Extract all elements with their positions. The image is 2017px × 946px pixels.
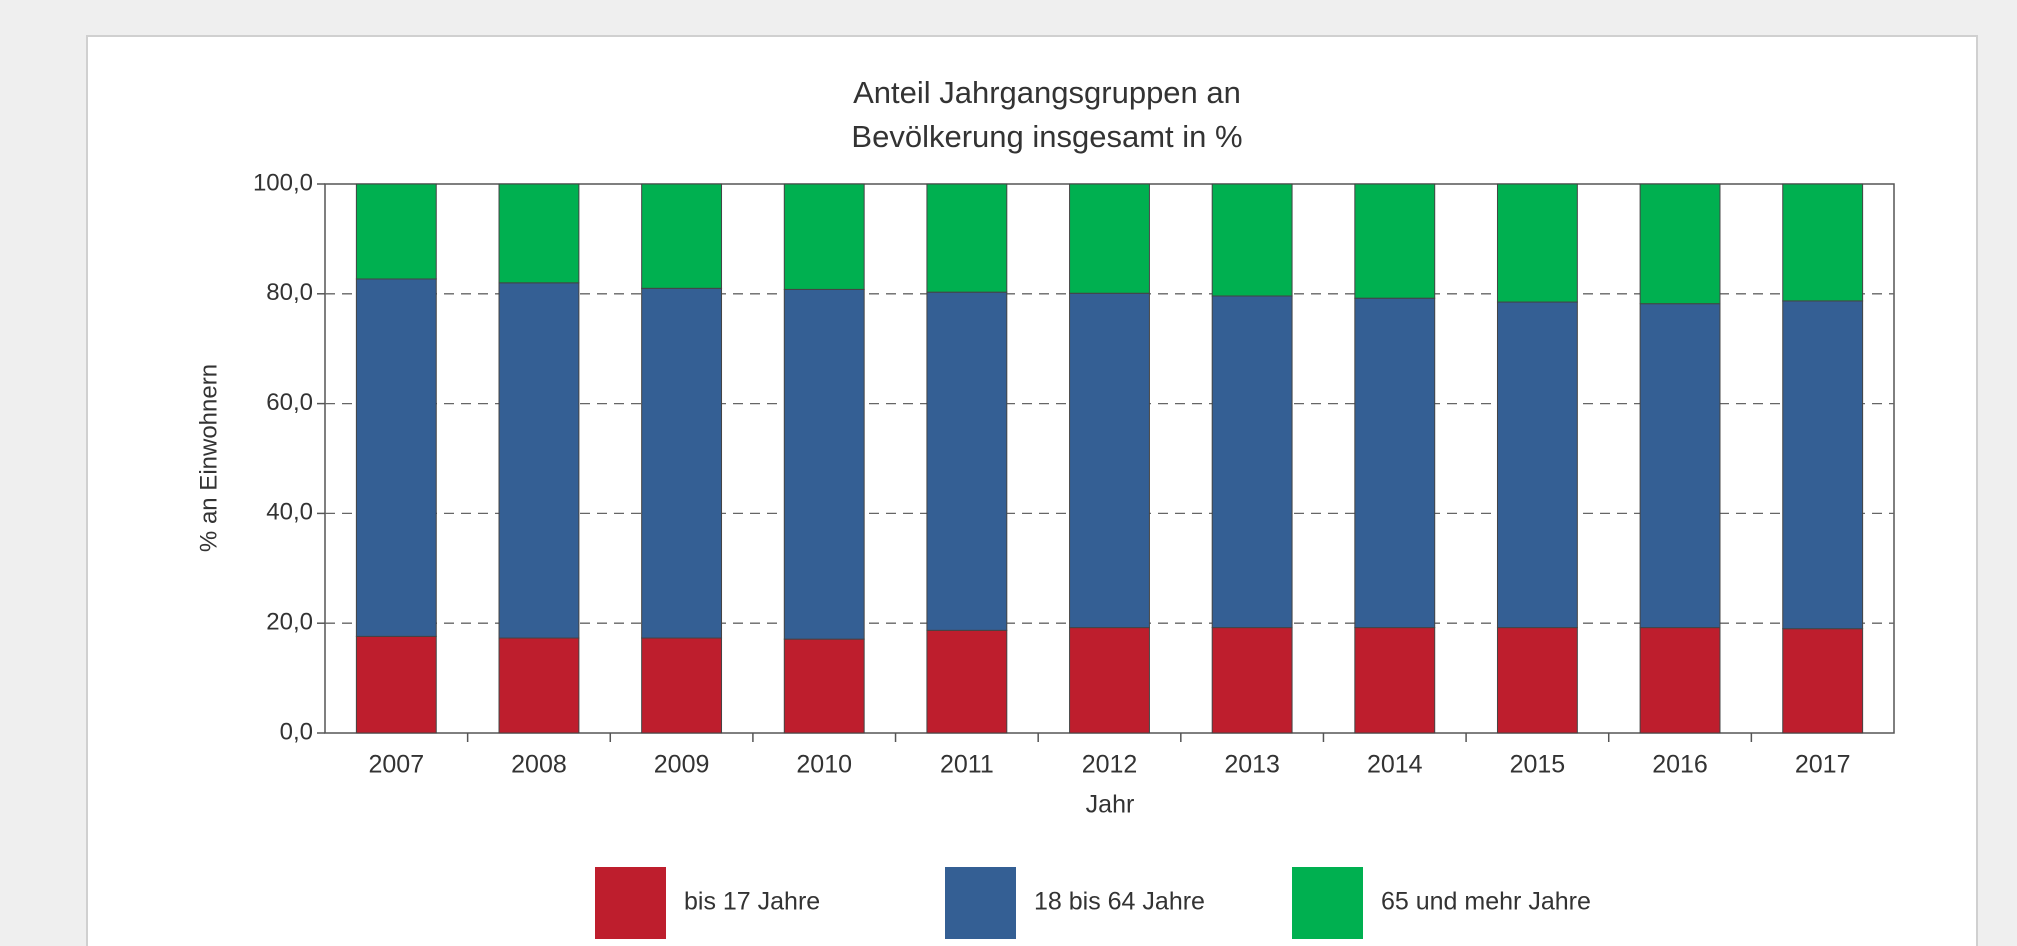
bar-segment (1211, 295, 1293, 629)
bar-segment (1354, 297, 1436, 629)
legend-swatch (945, 867, 1016, 939)
bar-segment (1211, 627, 1293, 734)
chart-title: Anteil Jahrgangsgruppen an (853, 75, 1241, 110)
bar-segment (1069, 183, 1150, 294)
plot-area: 0,0 20,0 40,0 60,0 80,0 100,0 2007 2008 2009 2010… (253, 169, 1895, 779)
legend: bis 17 Jahre 18 bis 64 Jahre 65 und mehr J… (595, 867, 1591, 939)
legend-label: bis 17 Jahre (684, 888, 820, 916)
x-tick-label: 2014 (1367, 751, 1423, 779)
x-tick-label: 2016 (1652, 751, 1708, 779)
x-tick-label: 2013 (1224, 751, 1280, 779)
x-tick-label: 2010 (796, 751, 852, 779)
bar-segment (783, 183, 865, 290)
bar-segment (926, 291, 1008, 631)
bar-segment (926, 629, 1008, 734)
bar-segment (641, 637, 723, 734)
y-tick-label: 80,0 (266, 279, 313, 306)
legend-label: 18 bis 64 Jahre (1034, 888, 1205, 916)
bar-segment (641, 183, 723, 289)
bar-segment (1496, 301, 1578, 629)
bar-segment (498, 282, 580, 639)
bar-segment (1782, 628, 1864, 734)
bar-segment (355, 635, 437, 734)
y-axis-label: % an Einwohnern (195, 364, 222, 552)
bar-segment (1782, 183, 1864, 302)
bar-segment (926, 183, 1008, 293)
bar-segment (498, 183, 580, 284)
bar-segment (498, 637, 580, 734)
bar-segment (1069, 627, 1150, 734)
y-tick-label: 20,0 (266, 609, 313, 636)
x-tick-label: 2009 (654, 751, 710, 779)
y-tick-label: 40,0 (266, 499, 313, 526)
x-tick-label: 2008 (511, 751, 567, 779)
bar-segment (641, 287, 723, 639)
bar-segment (1639, 303, 1721, 629)
bar-segment (783, 288, 865, 640)
bar-segment (1782, 300, 1864, 630)
y-tick-label: 100,0 (253, 169, 313, 196)
bar-segment (355, 278, 437, 637)
y-tick-label: 0,0 (280, 718, 313, 745)
bar-segment (1496, 627, 1578, 734)
legend-label: 65 und mehr Jahre (1381, 888, 1591, 916)
bar-segment (783, 638, 865, 734)
x-tick-label: 2011 (940, 751, 994, 779)
legend-swatch (595, 867, 666, 939)
bar-segment (1354, 183, 1436, 299)
bar-segment (1639, 627, 1721, 734)
x-tick-label: 2012 (1082, 751, 1138, 779)
x-tick-label: 2017 (1795, 751, 1851, 779)
x-tick-label: 2007 (369, 751, 425, 779)
bar-segment (1639, 183, 1721, 305)
x-tick-label: 2015 (1510, 751, 1566, 779)
y-tick-label: 60,0 (266, 389, 313, 416)
bar-segment (355, 183, 437, 280)
legend-swatch (1292, 867, 1363, 939)
bar-segment (1069, 292, 1150, 629)
bar-segment (1354, 627, 1436, 734)
x-axis-label: Jahr (1086, 791, 1135, 819)
chart-title: Bevölkerung insgesamt in % (851, 119, 1242, 154)
bar-segment (1496, 183, 1578, 303)
bar-segment (1211, 183, 1293, 297)
